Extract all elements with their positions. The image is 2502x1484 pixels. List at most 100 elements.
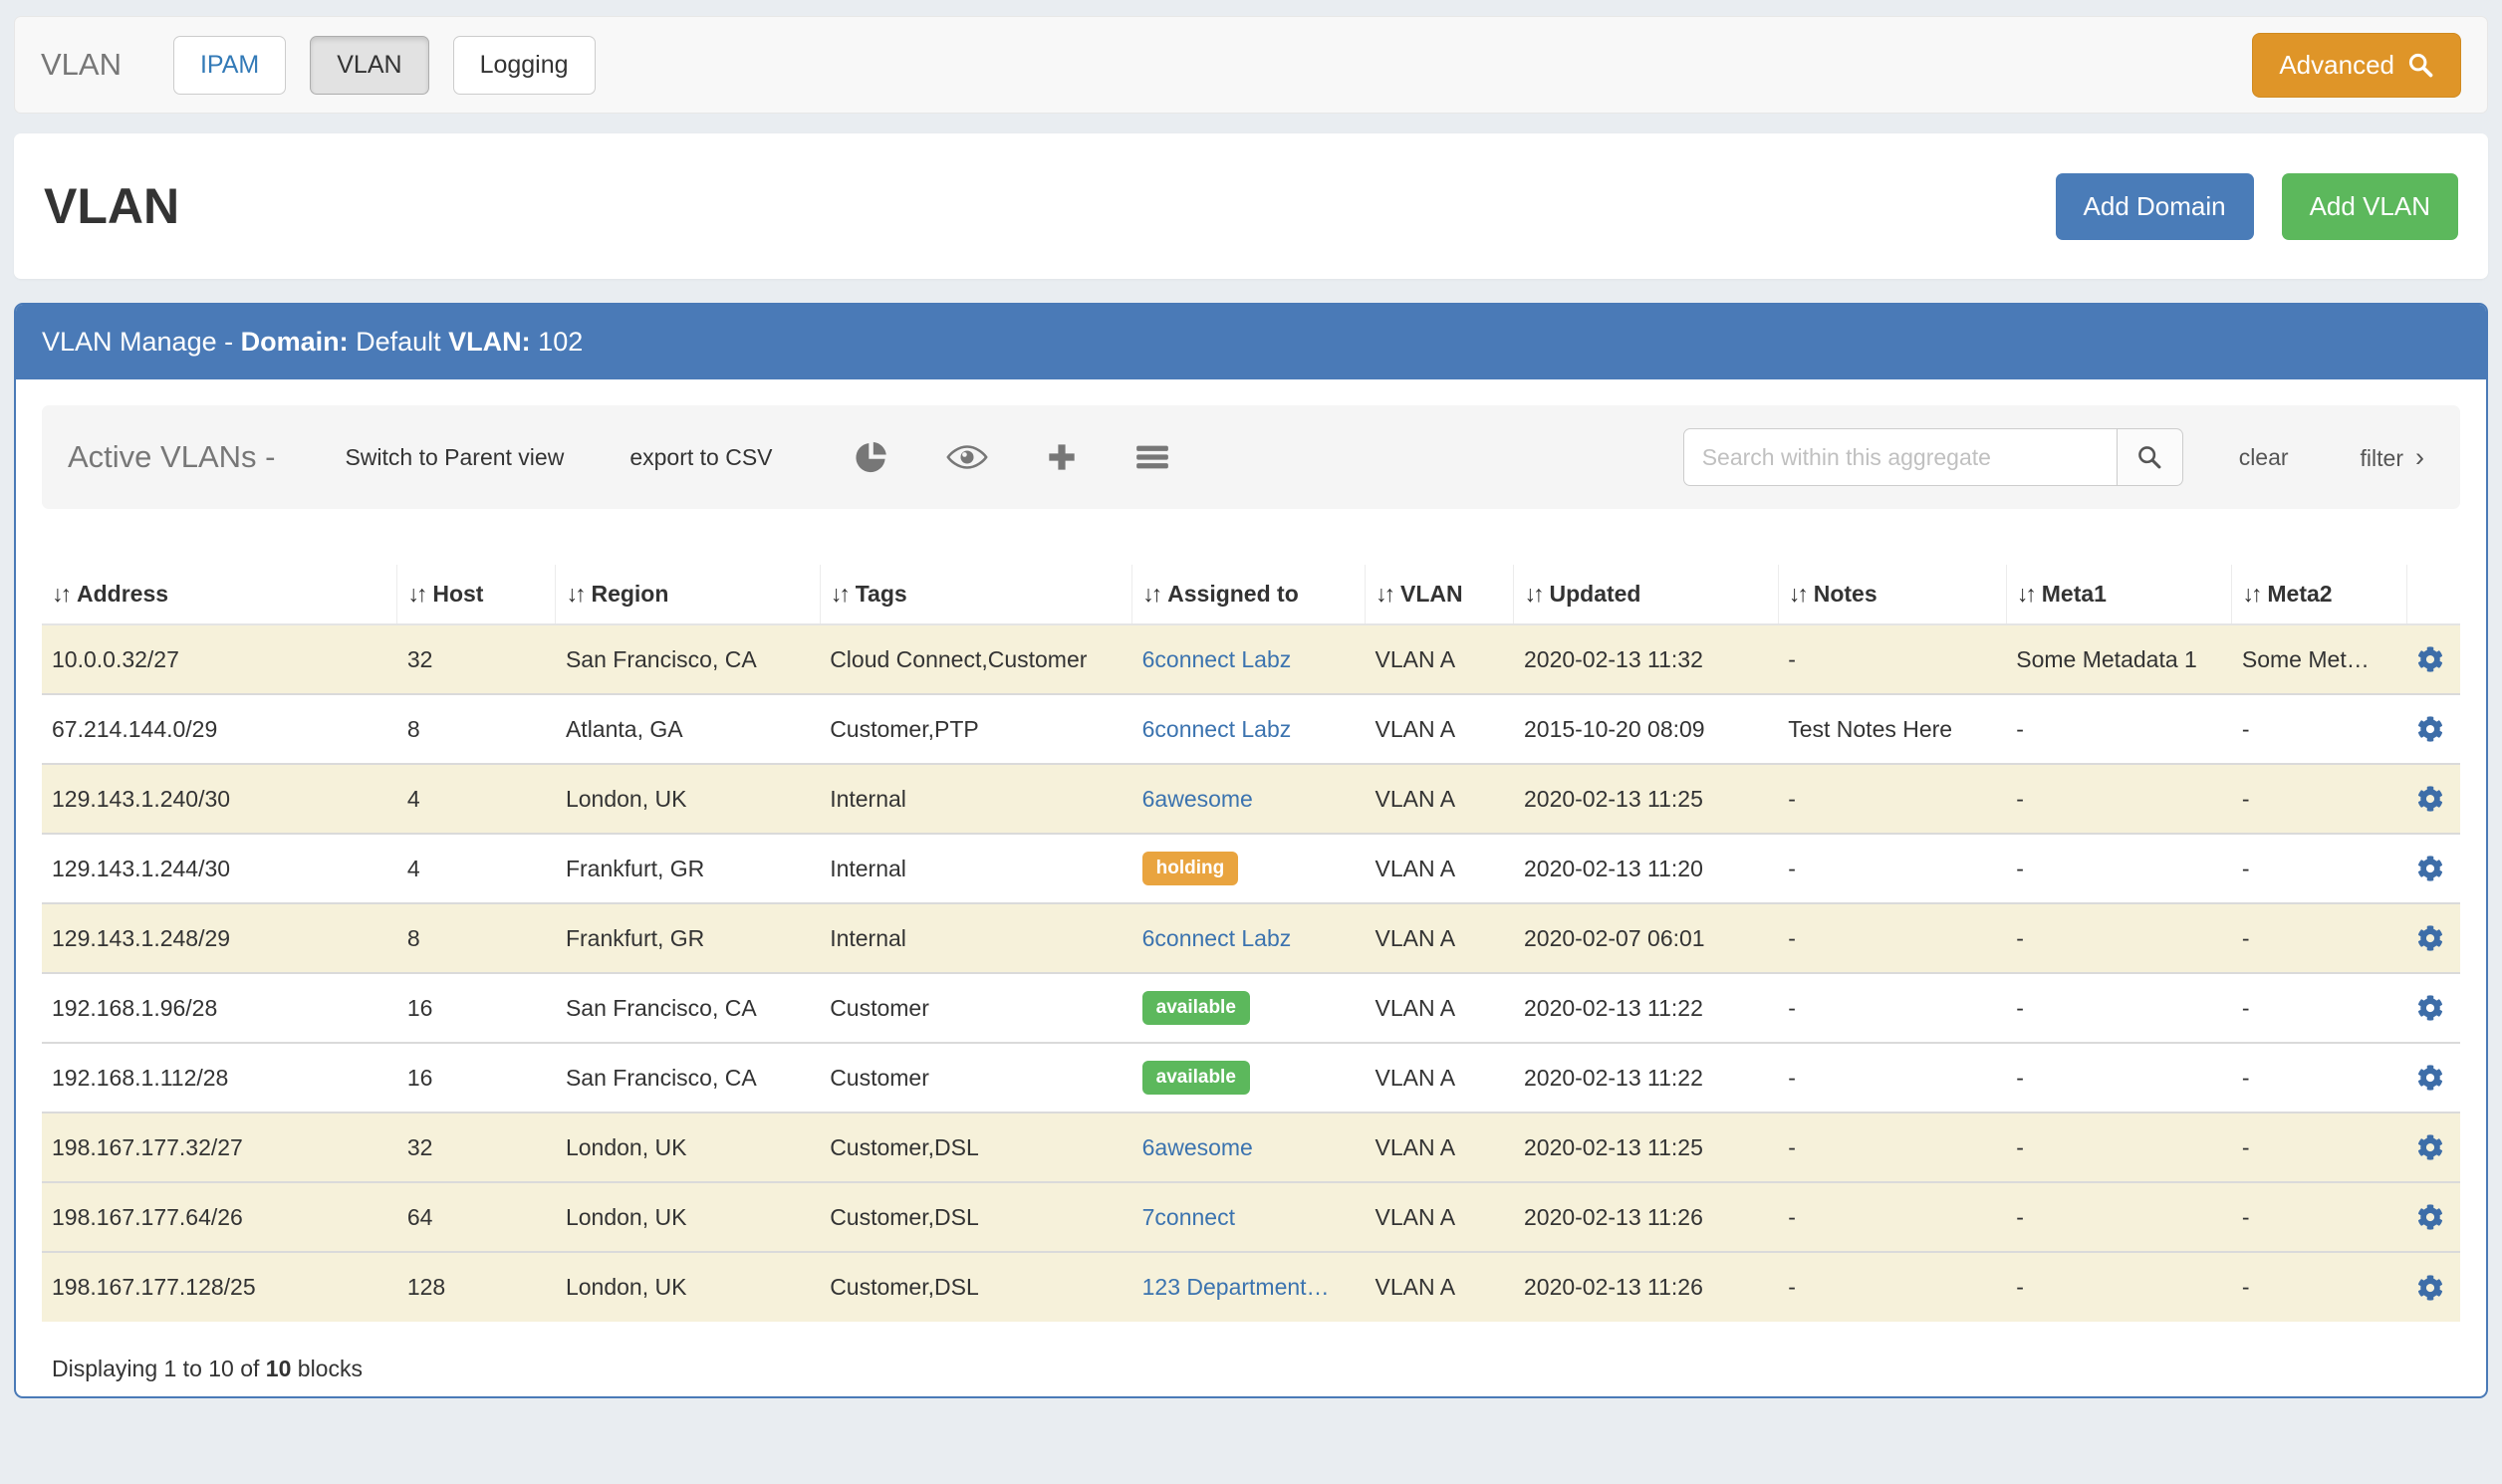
assigned-resource-link[interactable]: 6connect Labz: [1141, 645, 1292, 672]
notes-cell: -: [1788, 1064, 1796, 1091]
filter-link[interactable]: filter ›: [2361, 442, 2424, 473]
gear-icon[interactable]: [2417, 856, 2443, 881]
region-cell: Atlanta, GA: [565, 715, 683, 742]
updated-cell: 2020-02-13 11:22: [1523, 994, 1703, 1021]
sort-icon: ↓↑: [52, 581, 72, 607]
region-cell: London, UK: [565, 785, 687, 812]
notes-cell: -: [1788, 1274, 1796, 1300]
search-icon: [2406, 51, 2434, 79]
meta2-cell: -: [2241, 715, 2250, 742]
aggregate-search-input[interactable]: [1682, 428, 2118, 486]
column-header-meta1[interactable]: ↓↑ Meta1: [2006, 565, 2233, 624]
assigned-to-cell: holding: [1132, 834, 1366, 903]
column-header-vlan[interactable]: ↓↑ VLAN: [1365, 565, 1515, 624]
gear-icon[interactable]: [2417, 1274, 2443, 1301]
assigned-resource-link[interactable]: 6awesome: [1141, 1133, 1253, 1160]
updated-cell: 2020-02-13 11:22: [1523, 1064, 1703, 1091]
sort-icon: ↓↑: [1524, 581, 1544, 607]
column-header-region[interactable]: ↓↑ Region: [555, 565, 821, 624]
gear-icon[interactable]: [2417, 786, 2443, 812]
tags-cell: Cloud Connect,Customer: [830, 645, 1088, 672]
address-cell: 129.143.1.244/30: [52, 855, 231, 881]
meta2-cell: Some Met…: [2241, 645, 2370, 672]
actions-cell: [2407, 973, 2460, 1043]
actions-cell: [2407, 1182, 2460, 1252]
nav-tab-ipam[interactable]: IPAM: [172, 35, 287, 95]
plus-icon[interactable]: [1046, 441, 1078, 473]
gear-icon[interactable]: [2417, 646, 2443, 672]
gear-icon[interactable]: [2417, 1204, 2443, 1230]
assigned-resource-link[interactable]: 6connect Labz: [1141, 924, 1292, 951]
column-header-host[interactable]: ↓↑ Host: [396, 565, 557, 624]
notes-cell: Test Notes Here: [1788, 715, 1953, 742]
gear-icon[interactable]: [2417, 925, 2443, 951]
assigned-resource-link[interactable]: 7connect: [1141, 1203, 1235, 1230]
updated-cell: 2020-02-13 11:25: [1523, 785, 1703, 812]
table-row: 198.167.177.128/25 128 London, UK Customer,…: [42, 1252, 2460, 1322]
menu-icon[interactable]: [1135, 443, 1169, 471]
panel-heading-text: Default: [348, 327, 449, 357]
column-header-updated[interactable]: ↓↑ Updated: [1513, 565, 1779, 624]
status-badge: holding: [1141, 852, 1239, 885]
search-icon: [2135, 443, 2163, 471]
panel-heading-text: Domain:: [240, 327, 349, 357]
gear-icon[interactable]: [2417, 995, 2443, 1021]
clear-search-link[interactable]: clear: [2238, 443, 2289, 470]
page-title: VLAN: [44, 178, 180, 234]
meta1-cell: Some Metadata 1: [2016, 645, 2197, 672]
eye-icon[interactable]: [945, 444, 988, 470]
table-row: 192.168.1.112/28 16 San Francisco, CA Custo…: [42, 1043, 2460, 1113]
column-header-meta2[interactable]: ↓↑ Meta2: [2231, 565, 2408, 624]
tags-cell: Customer,PTP: [830, 715, 979, 742]
nav-tab-logging[interactable]: Logging: [452, 35, 596, 95]
tags-cell: Customer: [830, 1064, 929, 1091]
meta1-cell: -: [2016, 994, 2024, 1021]
pie-chart-icon[interactable]: [853, 439, 888, 475]
notes-cell: -: [1788, 994, 1796, 1021]
export-csv-link[interactable]: export to CSV: [629, 443, 773, 470]
gear-icon[interactable]: [2417, 1134, 2443, 1160]
sort-icon: ↓↑: [407, 581, 427, 607]
switch-parent-view-link[interactable]: Switch to Parent view: [345, 443, 565, 470]
vlan-cell: VLAN A: [1375, 1203, 1456, 1230]
table-row: 192.168.1.96/28 16 San Francisco, CA Custom…: [42, 973, 2460, 1043]
column-header-notes[interactable]: ↓↑ Notes: [1778, 565, 2007, 624]
vlan-cell: VLAN A: [1375, 924, 1456, 951]
actions-cell: [2407, 1252, 2460, 1322]
column-header-address[interactable]: ↓↑ Address: [42, 565, 398, 624]
sort-icon: ↓↑: [1376, 581, 1395, 607]
meta1-cell: -: [2016, 924, 2024, 951]
meta1-cell: -: [2016, 1133, 2024, 1160]
actions-cell: [2407, 1043, 2460, 1113]
add-vlan-button[interactable]: Add VLAN: [2281, 172, 2458, 240]
add-domain-button[interactable]: Add Domain: [2055, 172, 2254, 240]
assigned-to-cell: 123 Department…: [1132, 1252, 1366, 1322]
notes-cell: -: [1788, 1133, 1796, 1160]
assigned-resource-link[interactable]: 6awesome: [1141, 785, 1253, 812]
host-cell: 32: [406, 645, 433, 672]
assigned-resource-link[interactable]: 6connect Labz: [1141, 715, 1292, 742]
column-header-assigned-to[interactable]: ↓↑ Assigned to: [1131, 565, 1366, 624]
updated-cell: 2020-02-13 11:26: [1523, 1203, 1703, 1230]
gear-icon[interactable]: [2417, 1065, 2443, 1091]
tags-cell: Customer,DSL: [830, 1133, 979, 1160]
tags-cell: Customer,DSL: [830, 1203, 979, 1230]
host-cell: 32: [406, 1133, 433, 1160]
vlan-manage-panel: VLAN Manage - Domain: Default VLAN: 102 …: [14, 303, 2488, 1398]
column-header-tags[interactable]: ↓↑ Tags: [820, 565, 1133, 624]
nav-tab-vlan[interactable]: VLAN: [310, 35, 429, 95]
address-cell: 129.143.1.240/30: [52, 785, 231, 812]
assigned-to-cell: available: [1132, 973, 1366, 1043]
sort-icon: ↓↑: [2242, 581, 2262, 607]
region-cell: Frankfurt, GR: [565, 855, 705, 881]
sort-icon: ↓↑: [1142, 581, 1162, 607]
sort-icon: ↓↑: [2016, 581, 2037, 607]
top-navbar: VLAN IPAM VLAN Logging Advanced: [14, 16, 2488, 114]
assigned-to-cell: 6awesome: [1132, 1113, 1366, 1182]
gear-icon[interactable]: [2417, 716, 2443, 742]
advanced-search-button[interactable]: Advanced: [2252, 32, 2461, 98]
meta2-cell: -: [2241, 994, 2250, 1021]
assigned-resource-link[interactable]: 123 Department…: [1141, 1274, 1330, 1300]
meta1-cell: -: [2016, 855, 2024, 881]
aggregate-search-button[interactable]: [2117, 428, 2183, 486]
